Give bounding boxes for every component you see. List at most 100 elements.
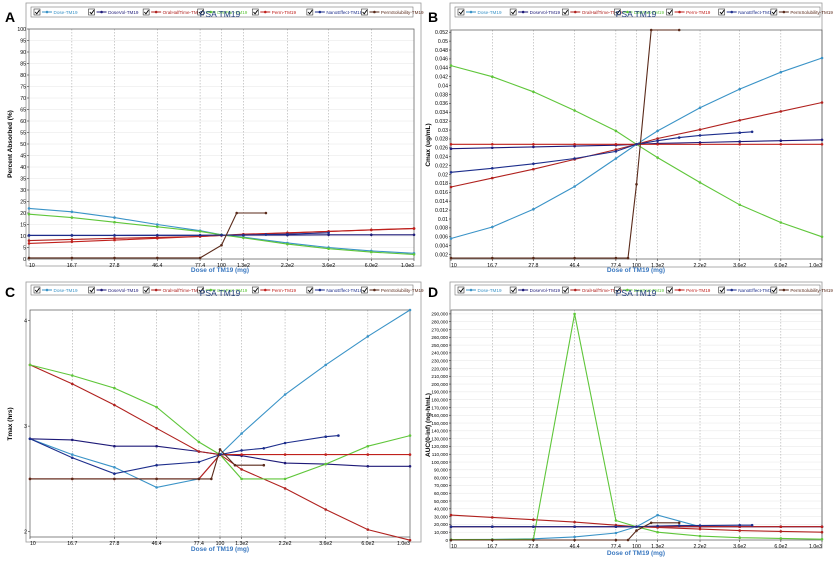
data-point	[240, 453, 243, 456]
data-point	[366, 453, 370, 456]
x-tick-label: 1.3e2	[237, 263, 250, 269]
data-point	[656, 139, 659, 142]
y-tick-label: 3	[24, 424, 27, 430]
data-point	[614, 256, 618, 260]
y-tick-label: 45	[20, 153, 26, 159]
data-point	[656, 513, 659, 517]
data-point	[412, 227, 416, 230]
y-tick-label: 0.012	[435, 208, 448, 214]
data-point	[449, 171, 453, 174]
panel-letter: D	[428, 284, 438, 300]
legend-box	[454, 284, 821, 296]
panel-letter: A	[5, 9, 15, 25]
y-tick-label: 35	[20, 176, 26, 182]
legend-checkbox	[614, 286, 621, 294]
data-point	[614, 148, 618, 151]
y-tick-label: 220,000	[431, 366, 448, 371]
data-point	[197, 440, 201, 444]
data-point	[698, 128, 702, 131]
data-point	[779, 110, 783, 113]
data-point	[738, 143, 741, 146]
data-point	[656, 129, 659, 133]
y-tick-label: 240,000	[431, 351, 448, 356]
series-nanoeffect-tm19	[27, 231, 330, 237]
legend-swatch-marker	[318, 288, 322, 292]
y-tick-label: 250,000	[431, 343, 448, 348]
series-permsolubility-tm19	[449, 521, 681, 542]
y-tick-label: 20	[20, 211, 26, 217]
data-point	[220, 243, 223, 247]
y-tick-label: 200,000	[431, 382, 448, 387]
x-tick-label: 1.3e2	[651, 544, 664, 550]
y-axis-label: Cmax (ug/mL)	[425, 123, 432, 166]
legend-swatch-marker	[209, 10, 213, 14]
data-point	[324, 435, 328, 439]
data-point	[408, 538, 412, 542]
legend-swatch-marker	[730, 10, 734, 14]
y-tick-label: 130,000	[431, 436, 448, 441]
data-point	[113, 477, 116, 481]
data-point	[324, 453, 328, 456]
legend-entry: Dose-TM19	[54, 288, 78, 293]
y-tick-label: 0.02	[438, 172, 448, 178]
x-tick-label: 27.8	[109, 263, 119, 269]
data-point	[656, 524, 659, 528]
data-point	[70, 216, 74, 219]
y-tick-label: 190,000	[431, 390, 448, 395]
data-point	[698, 141, 702, 144]
data-point	[327, 233, 330, 237]
x-tick-label: 6.0e2	[774, 263, 787, 269]
data-point	[324, 462, 328, 466]
chart-title: PSA TM19	[616, 9, 657, 19]
data-point	[113, 466, 116, 469]
legend-check-icon	[89, 9, 95, 15]
data-point	[264, 233, 268, 236]
data-point	[532, 162, 535, 166]
legend-check-icon	[253, 287, 259, 293]
data-point	[337, 434, 340, 437]
series-nanoeffect-tm19	[28, 434, 340, 476]
y-tick-label: 10,000	[434, 530, 448, 535]
x-tick-label: 1.3e2	[235, 541, 248, 547]
data-point	[698, 181, 702, 184]
x-tick-label: 3.6e2	[733, 263, 746, 269]
y-tick-label: 260,000	[431, 335, 448, 340]
x-tick-label: 2.2e2	[281, 263, 294, 269]
y-tick-label: 0.038	[435, 92, 448, 98]
data-point	[155, 405, 158, 409]
x-tick-label: 77.4	[195, 263, 205, 269]
x-tick-label: 3.6e2	[319, 541, 332, 547]
x-tick-label: 1.0e3	[397, 541, 410, 547]
legend-entry: DenPart-TM19	[217, 288, 248, 293]
y-tick-label: 140,000	[431, 429, 448, 434]
legend-entry: DenPart-TM19	[217, 10, 248, 15]
x-tick-label: 6.0e2	[365, 263, 378, 269]
data-point	[370, 250, 373, 254]
data-point	[573, 256, 576, 260]
y-tick-label: 0.034	[435, 110, 448, 116]
data-point	[738, 87, 741, 91]
legend-checkbox	[142, 8, 150, 16]
legend-swatch-marker	[469, 288, 473, 292]
data-point	[573, 525, 576, 528]
legend-entry: Perm-TM19	[272, 10, 297, 15]
y-tick-label: 30	[20, 188, 26, 194]
data-point	[491, 176, 494, 180]
data-point	[635, 183, 638, 186]
legend-check-icon	[362, 287, 368, 293]
y-tick-label: 50	[20, 142, 26, 148]
series-line	[29, 212, 266, 259]
y-tick-label: 270,000	[431, 327, 448, 332]
data-point	[779, 139, 783, 142]
data-point	[649, 521, 653, 525]
data-point	[532, 518, 535, 521]
data-point	[656, 143, 659, 146]
series-nanoeffect-tm19	[449, 523, 754, 528]
data-point	[491, 538, 494, 542]
y-tick-label: 0.01	[438, 217, 448, 223]
legend-swatch-marker	[730, 288, 734, 292]
data-point	[71, 382, 74, 386]
data-point	[738, 523, 741, 527]
legend: Dose-TM19 DoseVol-TM19 OralHalfTime-TM19 De…	[30, 284, 424, 296]
data-point	[449, 513, 453, 517]
